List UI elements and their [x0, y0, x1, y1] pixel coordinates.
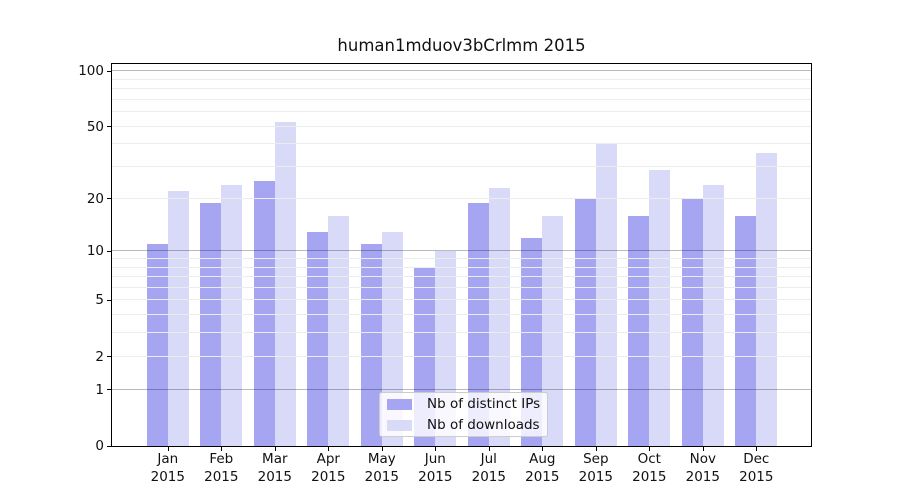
- chart-title: human1mduov3bCrlmm 2015: [337, 36, 586, 55]
- bar-distinct-ips: [574, 198, 596, 446]
- y-tick-mark: [107, 299, 111, 301]
- x-tick-mark: [221, 447, 223, 451]
- x-tick-mark: [702, 447, 704, 451]
- x-tick-label: Feb 2015: [204, 451, 239, 485]
- bar-group: [676, 64, 730, 446]
- bar-distinct-ips: [681, 198, 703, 446]
- bar-distinct-ips: [360, 244, 382, 446]
- y-tick-mark: [107, 389, 111, 391]
- legend-swatch-distinct-ips: [387, 398, 412, 410]
- y-tick-mark: [107, 445, 111, 447]
- legend-swatch-downloads: [387, 419, 412, 431]
- bar-downloads: [542, 215, 564, 446]
- y-tick-label: 2: [95, 348, 104, 365]
- bar-group: [355, 64, 409, 446]
- y-tick-label: 100: [78, 63, 104, 79]
- x-tick-label: Aug 2015: [525, 451, 560, 485]
- bar-distinct-ips: [628, 215, 650, 446]
- bars-layer: [112, 64, 811, 446]
- bar-downloads: [167, 191, 189, 446]
- x-tick-label: Jun 2015: [418, 451, 453, 485]
- y-tick-mark: [107, 126, 111, 127]
- bar-downloads: [595, 144, 617, 446]
- bar-downloads: [221, 184, 243, 446]
- bar-group: [141, 64, 195, 446]
- bar-downloads: [756, 152, 778, 446]
- y-tick-label: 50: [86, 118, 104, 135]
- bar-group: [195, 64, 249, 446]
- x-tick-label: Nov 2015: [685, 451, 720, 485]
- x-tick-label: Mar 2015: [257, 451, 292, 485]
- x-tick-mark: [435, 447, 437, 451]
- bar-downloads: [488, 187, 510, 446]
- y-tick-mark: [107, 250, 111, 252]
- bar-distinct-ips: [253, 181, 275, 446]
- bar-distinct-ips: [146, 244, 168, 446]
- bar-downloads: [328, 215, 350, 446]
- x-tick-mark: [381, 447, 383, 451]
- x-tick-mark: [274, 447, 276, 451]
- bar-group: [516, 64, 570, 446]
- y-tick-label: 20: [86, 190, 104, 207]
- bar-distinct-ips: [735, 215, 757, 446]
- bar-group: [248, 64, 302, 446]
- bar-distinct-ips: [307, 231, 329, 446]
- x-tick-mark: [488, 447, 490, 451]
- bar-downloads: [702, 184, 724, 446]
- y-tick-label: 1: [95, 381, 104, 398]
- bar-group: [409, 64, 463, 446]
- bar-distinct-ips: [467, 202, 489, 446]
- bar-group: [302, 64, 356, 446]
- y-tick-label: 0: [95, 438, 104, 454]
- x-tick-label: Apr 2015: [311, 451, 346, 485]
- bar-downloads: [274, 121, 296, 446]
- legend-label-distinct-ips: Nb of distinct IPs: [427, 395, 541, 412]
- legend: Nb of distinct IPs Nb of downloads: [379, 392, 548, 437]
- legend-label-downloads: Nb of downloads: [427, 416, 540, 433]
- x-tick-label: Sep 2015: [578, 451, 613, 485]
- bar-group: [462, 64, 516, 446]
- x-tick-label: Oct 2015: [632, 451, 667, 485]
- x-tick-label: May 2015: [364, 451, 399, 485]
- legend-item-downloads: Nb of downloads: [387, 416, 547, 433]
- bar-downloads: [649, 169, 671, 446]
- bar-group: [730, 64, 784, 446]
- x-tick-label: Jan 2015: [150, 451, 185, 485]
- bar-group: [623, 64, 677, 446]
- plot-area: Nb of distinct IPs Nb of downloads: [111, 63, 812, 447]
- y-tick-mark: [107, 356, 111, 358]
- bar-distinct-ips: [200, 202, 222, 446]
- legend-item-distinct-ips: Nb of distinct IPs: [387, 395, 547, 412]
- x-tick-mark: [542, 447, 544, 451]
- x-tick-label: Jul 2015: [471, 451, 506, 485]
- x-tick-mark: [595, 447, 597, 451]
- y-tick-label: 5: [95, 292, 104, 309]
- x-tick-mark: [328, 447, 330, 451]
- x-tick-mark: [756, 447, 758, 451]
- x-tick-mark: [649, 447, 651, 451]
- y-tick-mark: [107, 198, 111, 200]
- bar-group: [569, 64, 623, 446]
- y-tick-label: 10: [86, 243, 104, 260]
- x-tick-mark: [167, 447, 169, 451]
- x-tick-label: Dec 2015: [739, 451, 774, 485]
- y-tick-mark: [107, 70, 111, 72]
